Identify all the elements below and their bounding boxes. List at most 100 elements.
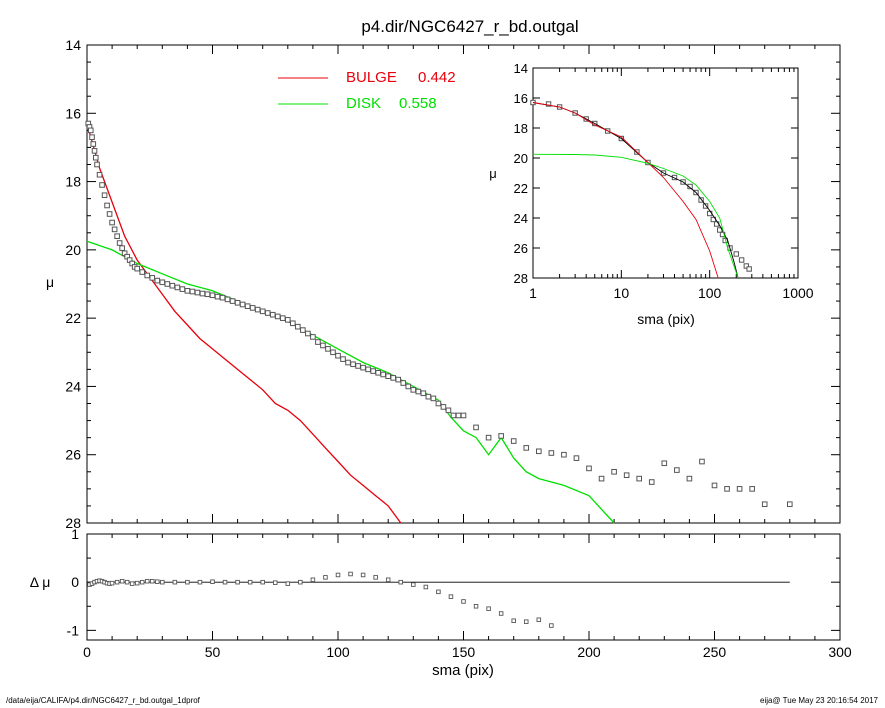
inset-x-tick-label: 1 xyxy=(529,285,537,301)
main-data-point xyxy=(139,269,146,275)
main-data-point xyxy=(385,373,391,379)
main-data-point xyxy=(204,291,211,298)
residual-point xyxy=(423,584,429,590)
main-data-point xyxy=(340,356,346,362)
main-data-point xyxy=(199,290,206,297)
inset-y-tick-label: 26 xyxy=(514,241,528,256)
inset-series-line-bulge xyxy=(532,102,719,279)
main-y-tick-label: 20 xyxy=(65,242,81,258)
residual-point xyxy=(536,617,542,623)
main-data-point xyxy=(89,134,95,140)
main-data-point xyxy=(724,486,730,492)
main-data-point xyxy=(259,308,266,315)
residual-point xyxy=(139,579,145,585)
main-data-point xyxy=(149,275,156,281)
main-data-point xyxy=(611,468,617,475)
residual-point xyxy=(335,572,341,578)
main-data-point xyxy=(209,292,216,299)
main-data-point xyxy=(264,310,271,316)
residual-point xyxy=(160,579,165,585)
x-tick-label: 100 xyxy=(326,644,350,660)
residual-point xyxy=(486,606,491,611)
residual-point xyxy=(144,578,150,584)
residual-point xyxy=(524,619,529,624)
main-data-point xyxy=(285,317,291,323)
residual-point xyxy=(461,599,466,604)
legend: BULGE 0.442 DISK 0.558 xyxy=(278,69,456,112)
inset-data-point xyxy=(698,197,704,203)
residual-point xyxy=(114,579,120,585)
main-data-point xyxy=(450,412,457,419)
inset-series-line-disk xyxy=(532,153,739,279)
residual-point xyxy=(348,571,353,577)
main-data-point xyxy=(390,375,397,381)
residual-point xyxy=(511,618,516,623)
inset-data-point xyxy=(702,203,709,209)
main-data-point xyxy=(420,390,427,397)
main-data-point xyxy=(269,311,276,318)
main-data-point xyxy=(310,334,316,340)
main-data-point xyxy=(370,368,376,374)
main-data-point xyxy=(179,286,186,292)
main-y-tick-label: 16 xyxy=(65,105,81,121)
main-data-point xyxy=(345,359,351,366)
inset-x-axis-label: sma (pix) xyxy=(637,311,695,327)
main-data-point xyxy=(300,327,306,333)
residual-y-tick-label: -1 xyxy=(67,622,80,638)
inset-data-point xyxy=(687,183,693,190)
main-data-point xyxy=(189,288,196,295)
inset-data-point xyxy=(733,251,739,257)
residual-point xyxy=(323,575,328,580)
inset-ticks: 14 16 18 20 22 24 26 281 10 100 1000 xyxy=(514,61,814,301)
main-data-point xyxy=(761,501,768,508)
residual-y-tick-label: 1 xyxy=(71,526,79,542)
main-data-point xyxy=(154,277,161,284)
main-data-point xyxy=(699,458,705,465)
main-data-point xyxy=(249,305,256,311)
residual-point xyxy=(150,578,155,584)
main-data-point xyxy=(425,393,432,400)
residual-point xyxy=(398,579,404,585)
residual-point xyxy=(411,582,416,587)
main-data-point xyxy=(523,445,530,451)
main-data-point xyxy=(400,380,407,386)
main-series-group xyxy=(85,120,793,524)
residual-point xyxy=(549,623,554,628)
main-data-point xyxy=(395,376,402,383)
main-data-point xyxy=(455,412,462,419)
inset-data-point xyxy=(746,266,752,272)
residual-point xyxy=(285,581,291,586)
main-data-point xyxy=(335,352,341,359)
inset-y-tick-label: 28 xyxy=(514,271,528,286)
residual-point xyxy=(235,579,240,585)
main-data-point xyxy=(548,450,555,456)
residual-point xyxy=(222,579,228,585)
main-data-point xyxy=(410,387,417,393)
residual-point xyxy=(185,579,190,585)
residual-point xyxy=(155,579,160,584)
inset-x-tick-label: 10 xyxy=(614,285,630,301)
main-data-point xyxy=(586,465,592,472)
main-data-point xyxy=(224,296,231,303)
main-data-point xyxy=(405,383,412,390)
main-data-point xyxy=(661,460,668,467)
residual-point xyxy=(124,579,130,585)
main-data-point xyxy=(274,313,281,320)
inset-x-tick-label: 1000 xyxy=(782,285,813,301)
main-data-point xyxy=(380,371,386,378)
main-data-point xyxy=(460,412,467,419)
residual-point xyxy=(448,594,454,599)
main-data-point xyxy=(561,451,567,458)
main-data-point xyxy=(686,475,693,482)
main-data-point xyxy=(87,127,94,134)
main-data-point xyxy=(254,306,261,313)
main-data-point xyxy=(320,342,326,349)
main-y-tick-label: 14 xyxy=(65,37,81,53)
main-data-point xyxy=(498,433,504,439)
main-data-point xyxy=(711,482,718,489)
residual-point xyxy=(210,579,215,584)
main-data-point xyxy=(239,301,246,308)
main-y-tick-label: 24 xyxy=(65,378,81,394)
main-data-point xyxy=(144,272,151,279)
